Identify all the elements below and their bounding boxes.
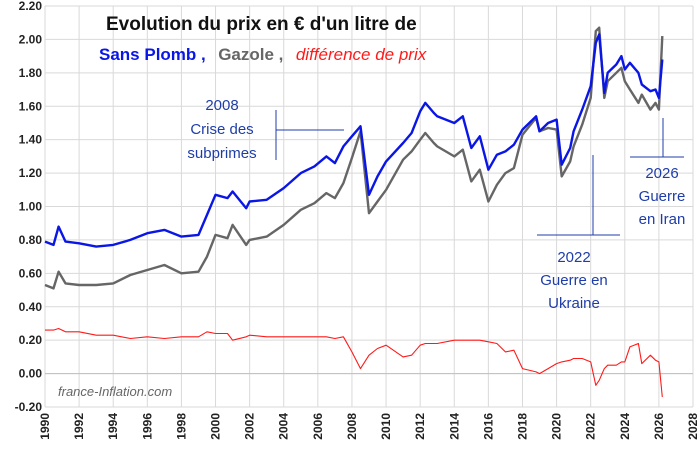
y-tick-label: 0.80 — [19, 233, 43, 247]
y-tick-label: 0.00 — [19, 367, 43, 381]
x-tick-label: 2010 — [379, 413, 393, 440]
x-tick-label: 1992 — [72, 413, 86, 440]
credit-text: france-Inflation.com — [58, 384, 172, 399]
x-tick-label: 2026 — [652, 413, 666, 440]
x-tick-label: 2008 — [345, 413, 359, 440]
y-tick-label: 0.60 — [19, 266, 43, 280]
series-line-sans-plomb — [44, 33, 664, 248]
annotation-2008-line3: subprimes — [187, 145, 256, 162]
y-tick-label: 2.20 — [19, 0, 43, 13]
x-tick-label: 2000 — [209, 413, 223, 440]
annotation-2026-line3: en Iran — [639, 211, 686, 228]
x-tick-label: 1996 — [140, 413, 154, 440]
x-tick-label: 2002 — [243, 413, 257, 440]
annotation-2026: 2026 Guerre en Iran — [639, 165, 686, 228]
x-tick-label: 1998 — [174, 413, 188, 440]
annotation-2022-line3: Ukraine — [548, 295, 600, 312]
x-tick-label: 2018 — [515, 413, 529, 440]
chart-title: Evolution du prix en € d'un litre de — [106, 14, 417, 35]
x-tick-label: 2004 — [277, 413, 291, 440]
annotation-2008-line2: Crise des — [190, 121, 253, 138]
annotation-2026-line1: 2026 — [645, 165, 678, 182]
x-tick-label: 2006 — [311, 413, 325, 440]
x-tick-label: 2022 — [584, 413, 598, 440]
x-tick-label: 1990 — [38, 413, 52, 440]
annotation-2008-line1: 2008 — [205, 97, 238, 114]
annotation-2008: 2008 Crise des subprimes — [187, 97, 256, 162]
x-tick-label: 2016 — [481, 413, 495, 440]
gridlines — [44, 5, 694, 408]
legend-difference: différence de prix — [296, 45, 427, 64]
y-tick-label: 1.00 — [19, 200, 43, 214]
y-tick-label: 0.40 — [19, 300, 43, 314]
series-line-diff-rence-de-prix — [45, 327, 663, 398]
y-tick-label: -0.20 — [15, 400, 43, 414]
legend-gazole: Gazole , — [218, 45, 283, 64]
x-axis-ticks: 1990 1992 1994 1996 1998 2000 2002 2004 2006 2008… — [38, 413, 700, 440]
x-tick-label: 2028 — [686, 413, 700, 440]
series-lines — [44, 26, 664, 398]
legend: Sans Plomb , Gazole , différence de prix — [99, 45, 427, 64]
x-tick-label: 2020 — [550, 413, 564, 440]
x-tick-label: 2014 — [447, 413, 461, 440]
y-tick-label: 0.20 — [19, 333, 43, 347]
y-tick-label: 2.00 — [19, 32, 43, 46]
y-tick-label: 1.40 — [19, 133, 43, 147]
x-tick-label: 2012 — [413, 413, 427, 440]
y-tick-label: 1.80 — [19, 66, 43, 80]
x-tick-label: 1994 — [106, 413, 120, 440]
legend-sans-plomb: Sans Plomb , — [99, 45, 206, 64]
annotation-2026-line2: Guerre — [639, 188, 686, 205]
y-axis-ticks: -0.20 0.00 0.20 0.40 0.60 0.80 1.00 1.20 1.40 1.6… — [15, 0, 43, 414]
annotation-2022: 2022 Guerre en Ukraine — [540, 249, 608, 312]
annotation-2022-line2: Guerre en — [540, 272, 608, 289]
y-tick-label: 1.20 — [19, 166, 43, 180]
y-tick-label: 1.60 — [19, 99, 43, 113]
x-tick-label: 2024 — [618, 413, 632, 440]
annotation-2022-line1: 2022 — [557, 249, 590, 266]
